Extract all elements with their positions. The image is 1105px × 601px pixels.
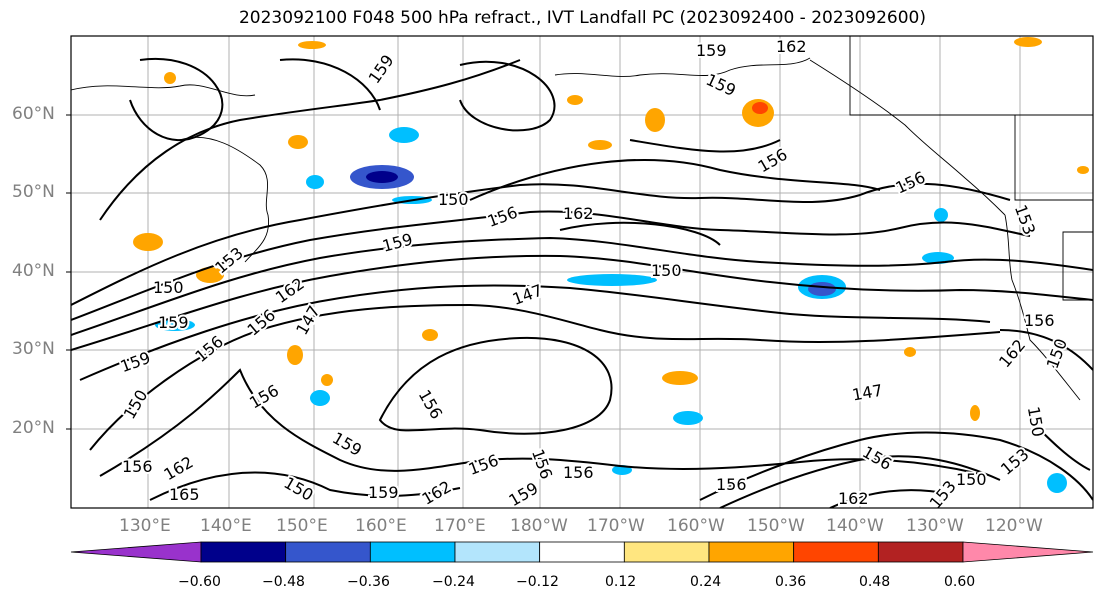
contour-label: 150 <box>281 473 317 505</box>
colorbar-segment <box>623 541 710 563</box>
contour-label: 156 <box>485 203 520 231</box>
contour-label: 159 <box>506 478 542 510</box>
contour-label: 156 <box>191 332 227 366</box>
colorbar-segment <box>877 541 964 563</box>
colorbar-tick-label: −0.60 <box>178 574 221 590</box>
coastlines <box>71 36 1093 401</box>
lon-label: 160°W <box>667 516 725 536</box>
contour-label: 153 <box>926 477 960 513</box>
contour-label: 162 <box>995 336 1029 372</box>
colorbar-tick-label: −0.48 <box>262 574 305 590</box>
colorbar-segment <box>962 541 1094 563</box>
colorbar-segment <box>285 541 371 563</box>
contour-label: 156 <box>528 446 556 481</box>
colorbar-tick-label: 0.24 <box>690 574 722 590</box>
contour-label: 147 <box>292 302 324 338</box>
lon-label: 140°W <box>826 516 884 536</box>
contour-label: 156 <box>716 475 747 494</box>
colorbar-segment <box>369 541 456 563</box>
colorbar-tick-label: −0.36 <box>347 574 390 590</box>
contour-label: 156 <box>755 145 791 177</box>
lat-label: 60°N <box>12 104 55 124</box>
contour-label: 156 <box>563 463 594 482</box>
lon-label: 120°W <box>985 516 1043 536</box>
colorbar-segment <box>200 541 287 563</box>
contour-label: 156 <box>466 451 501 479</box>
lon-label: 170°W <box>587 516 645 536</box>
lon-label: 130°W <box>906 516 964 536</box>
contour-label: 162 <box>838 489 869 508</box>
contour-label: 162 <box>161 452 197 484</box>
contour-label: 162 <box>272 274 308 307</box>
contour-label: 150 <box>120 386 152 422</box>
colorbar-segment <box>793 541 879 563</box>
contour-label: 150 <box>651 261 682 280</box>
lat-label: 50°N <box>12 182 55 202</box>
contour-label: 159 <box>703 70 739 100</box>
contour-label: 159 <box>365 51 398 87</box>
contour-label: 162 <box>776 37 807 56</box>
contour-label: 162 <box>563 204 594 223</box>
colorbar-segment <box>454 541 541 563</box>
lat-label: 20°N <box>12 418 55 438</box>
contour-label: 156 <box>122 457 153 476</box>
lon-label: 140°E <box>200 516 252 536</box>
gridlines <box>71 36 1093 508</box>
map-title: 2023092100 F048 500 hPa refract., IVT La… <box>238 8 926 28</box>
colorbar-tick-label: 0.36 <box>775 574 807 590</box>
contour-label: 150 <box>956 470 987 489</box>
contour-label: 156 <box>1024 311 1055 330</box>
contour-label: 159 <box>696 41 727 60</box>
contour-label: 159 <box>329 428 365 460</box>
contour-label: 159 <box>368 483 399 502</box>
colorbar-segment <box>70 541 202 563</box>
colorbar-tick-label: 0.12 <box>605 574 637 590</box>
contour-label: 156 <box>859 442 895 474</box>
contour-label: 147 <box>851 381 884 405</box>
contour-label: 156 <box>415 386 447 422</box>
contour-label: 150 <box>1043 336 1071 371</box>
contour-label: 150 <box>153 278 184 297</box>
contour-label: 159 <box>158 313 189 332</box>
lon-label: 160°E <box>355 516 407 536</box>
contour-label: 150 <box>1024 405 1048 438</box>
contour-label: 159 <box>380 230 414 256</box>
colorbar-segment <box>539 541 625 563</box>
contour-label: 165 <box>169 485 200 504</box>
colorbar-tick-label: −0.12 <box>516 574 559 590</box>
lat-label: 30°N <box>12 339 55 359</box>
contour-label: 150 <box>438 190 469 209</box>
lat-label: 40°N <box>12 261 55 281</box>
lon-label: 130°E <box>119 516 171 536</box>
colorbar-tick-label: 0.60 <box>944 574 976 590</box>
refractivity-contours <box>71 57 1093 508</box>
lon-label: 150°E <box>276 516 328 536</box>
colorbar-segment <box>708 541 795 563</box>
lon-label: 150°W <box>747 516 805 536</box>
colorbar-tick-label: 0.48 <box>859 574 891 590</box>
colorbar-tick-label: −0.24 <box>432 574 475 590</box>
contour-label: 162 <box>419 477 455 509</box>
lon-label: 170°E <box>434 516 486 536</box>
colorbar <box>70 541 1094 563</box>
ivt-anomaly-fill <box>133 37 1089 493</box>
lon-label: 180°W <box>510 516 568 536</box>
